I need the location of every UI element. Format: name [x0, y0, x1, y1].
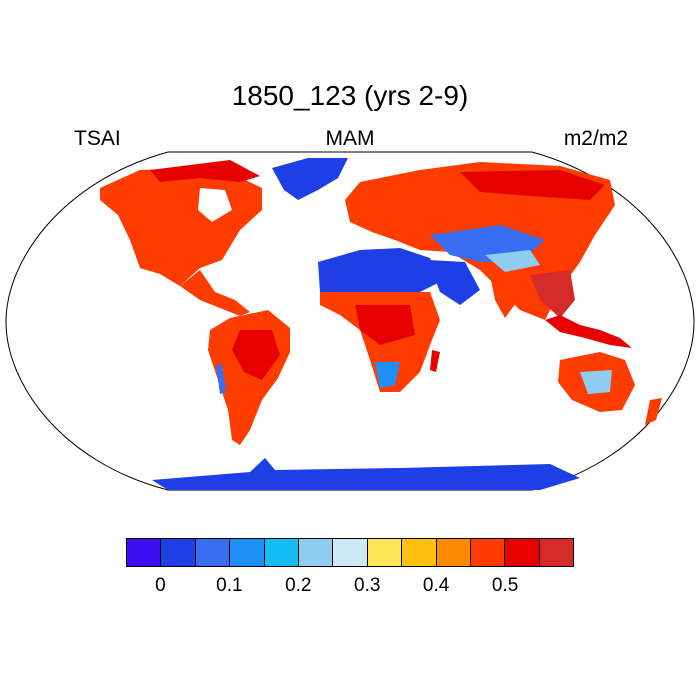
- central-america: [180, 270, 250, 316]
- units-label: m2/m2: [563, 127, 628, 150]
- atacama: [216, 364, 226, 394]
- season-label: MAM: [325, 127, 375, 150]
- colorbar-cell: [402, 539, 437, 566]
- colorbar-cell: [436, 539, 471, 566]
- colorbar-cell: [230, 539, 265, 566]
- colorbar-cell: [298, 539, 334, 566]
- colorbar-cell: [127, 539, 162, 566]
- colorbar-cell: [333, 539, 368, 566]
- congo: [355, 305, 415, 345]
- colorbar-cell: [264, 539, 299, 566]
- antarctica: [152, 458, 580, 490]
- arabia: [428, 260, 480, 305]
- hudson-bay: [198, 188, 232, 222]
- sahara: [318, 248, 440, 292]
- canada-north: [150, 160, 260, 182]
- new-zealand: [645, 398, 662, 425]
- colorbar-label: 0.2: [285, 575, 312, 596]
- colorbar-cell: [470, 539, 506, 566]
- indonesia: [545, 315, 632, 348]
- colorbar-label: 0.5: [491, 575, 519, 596]
- southeast-asia: [530, 270, 575, 318]
- greenland: [272, 158, 348, 200]
- colorbar-cell: [195, 539, 231, 566]
- colorbar-cell: [539, 539, 574, 566]
- variable-label: TSAI: [74, 127, 121, 150]
- colorbar-cell: [161, 539, 196, 566]
- colorbar-label: 0: [155, 575, 166, 596]
- map-title: 1850_123 (yrs 2-9): [231, 80, 469, 111]
- colorbar-label: 0.1: [216, 575, 243, 596]
- colorbar: [126, 538, 574, 567]
- kalahari: [375, 362, 400, 388]
- colorbar-cell: [505, 539, 540, 566]
- colorbar-label: 0.4: [422, 575, 450, 596]
- tibet: [485, 250, 540, 272]
- south-america-interior: [232, 330, 280, 380]
- australia-interior: [580, 370, 612, 394]
- india: [490, 272, 520, 318]
- siberia: [460, 170, 605, 200]
- colorbar-label: 0.3: [354, 575, 381, 596]
- colorbar-cell: [367, 539, 403, 566]
- madagascar: [430, 350, 440, 372]
